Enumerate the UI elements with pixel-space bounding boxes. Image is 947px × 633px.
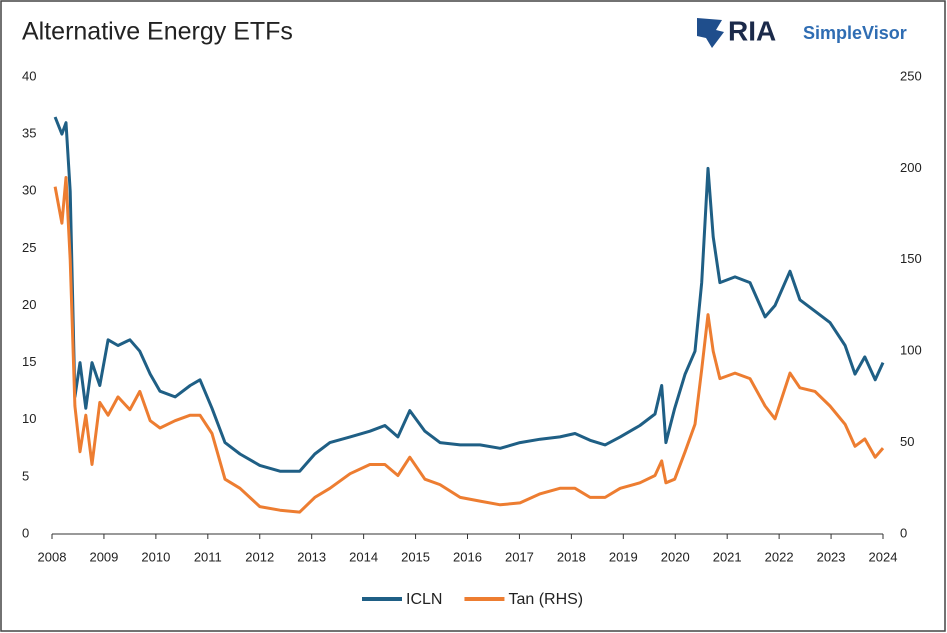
legend-label: Tan (RHS) xyxy=(508,591,583,608)
series-line xyxy=(53,176,885,514)
x-tick-label: 2016 xyxy=(453,549,482,564)
y-tick-label: 5 xyxy=(22,468,29,483)
y2-tick-label: 100 xyxy=(900,343,922,358)
y2-tick-label: 200 xyxy=(900,160,922,175)
series-line xyxy=(53,116,885,473)
y-tick-label: 10 xyxy=(22,411,36,426)
x-tick-label: 2015 xyxy=(401,549,430,564)
x-tick-label: 2010 xyxy=(141,549,170,564)
x-tick-label: 2019 xyxy=(609,549,638,564)
logo-product: SimpleVisor xyxy=(803,23,907,43)
logo-icon xyxy=(697,18,724,48)
y2-tick-label: 150 xyxy=(900,251,922,266)
y-tick-label: 0 xyxy=(22,525,29,540)
legend-label: ICLN xyxy=(406,591,442,608)
x-tick-label: 2011 xyxy=(194,549,222,564)
x-tick-label: 2018 xyxy=(557,549,586,564)
x-tick-label: 2017 xyxy=(505,549,534,564)
logo-brand: RIA xyxy=(728,15,776,46)
x-tick-label: 2012 xyxy=(245,549,274,564)
x-tick-label: 2022 xyxy=(765,549,794,564)
x-tick-label: 2008 xyxy=(38,549,67,564)
x-tick-label: 2013 xyxy=(297,549,326,564)
chart-title: Alternative Energy ETFs xyxy=(22,18,293,46)
y-tick-label: 25 xyxy=(22,240,36,255)
x-tick-label: 2021 xyxy=(713,549,742,564)
x-tick-label: 2014 xyxy=(349,549,378,564)
y-tick-label: 15 xyxy=(22,354,36,369)
x-tick-label: 2020 xyxy=(661,549,690,564)
y2-tick-label: 50 xyxy=(900,434,914,449)
y-tick-label: 30 xyxy=(22,183,36,198)
y-tick-label: 35 xyxy=(22,126,36,141)
x-tick-label: 2024 xyxy=(869,549,898,564)
y-tick-label: 40 xyxy=(22,68,36,83)
x-tick-label: 2023 xyxy=(817,549,846,564)
y2-tick-label: 250 xyxy=(900,68,922,83)
y2-tick-label: 0 xyxy=(900,525,907,540)
y-tick-label: 20 xyxy=(22,297,36,312)
x-tick-label: 2009 xyxy=(89,549,118,564)
